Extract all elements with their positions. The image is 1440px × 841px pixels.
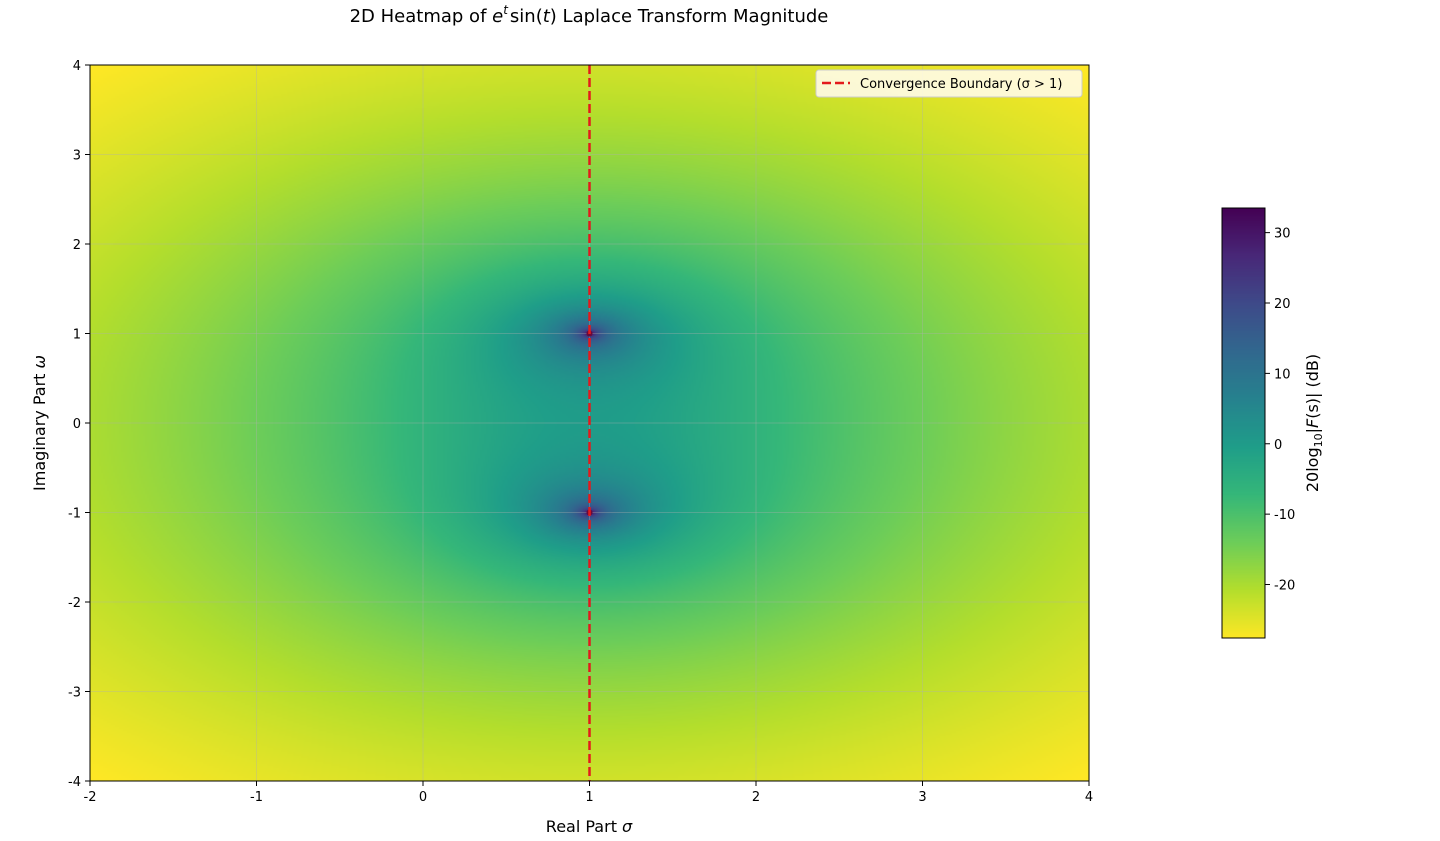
y-tick-label: 0 [73, 417, 81, 432]
x-tick-label: 4 [1085, 790, 1093, 805]
title-math-close: ) [550, 6, 557, 27]
colorbar-tick-label: -20 [1274, 579, 1295, 594]
y-tick-label: 1 [73, 328, 81, 343]
y-axis-label: Imaginary Part ω [30, 355, 49, 491]
colorbar-label: 20log10|F(s)| (dB) [1303, 354, 1325, 492]
y-tick-label: -1 [68, 507, 81, 522]
x-tick-label: 1 [585, 790, 593, 805]
x-tick-label: 0 [419, 790, 427, 805]
colorbar-ticks: -20 -10 0 10 20 30 [1265, 227, 1295, 594]
colorbar-gradient [1222, 208, 1265, 638]
x-tick-label: 3 [918, 790, 926, 805]
y-tick-label: -4 [68, 775, 81, 790]
y-tick-label: 4 [73, 59, 81, 74]
title-math-func: sin( [510, 6, 543, 27]
x-axis-label: Real Part σ [546, 817, 633, 836]
colorbar-frame [1221, 207, 1266, 639]
title-math-var: t [543, 6, 551, 27]
colorbar-tick-label: 30 [1274, 227, 1291, 242]
colorbar-tick-label: 10 [1274, 367, 1291, 382]
chart-title: 2D Heatmap of et sin(t) Laplace Transform… [350, 3, 829, 27]
x-axis-ticks: -2 -1 0 1 2 3 4 [84, 781, 1093, 805]
title-suffix: Laplace Transform Magnitude [557, 6, 829, 27]
title-math-sup: t [503, 3, 509, 17]
legend-label: Convergence Boundary (σ > 1) [860, 77, 1062, 92]
title-math-base: e [492, 6, 503, 27]
y-tick-label: -2 [68, 596, 81, 611]
y-tick-label: -3 [68, 686, 81, 701]
colorbar-tick-label: -10 [1274, 508, 1295, 523]
title-prefix: 2D Heatmap of [350, 6, 493, 27]
x-tick-label: -2 [84, 790, 97, 805]
colorbar-tick-label: 20 [1274, 297, 1291, 312]
y-tick-label: 3 [73, 149, 81, 164]
x-tick-label: 2 [752, 790, 760, 805]
legend: Convergence Boundary (σ > 1) [815, 69, 1083, 98]
x-tick-label: -1 [250, 790, 263, 805]
y-tick-label: 2 [73, 238, 81, 253]
y-axis-ticks: -4 -3 -2 -1 0 1 2 3 4 [68, 59, 90, 790]
legend-box [815, 69, 1083, 98]
colorbar-tick-label: 0 [1274, 438, 1282, 453]
